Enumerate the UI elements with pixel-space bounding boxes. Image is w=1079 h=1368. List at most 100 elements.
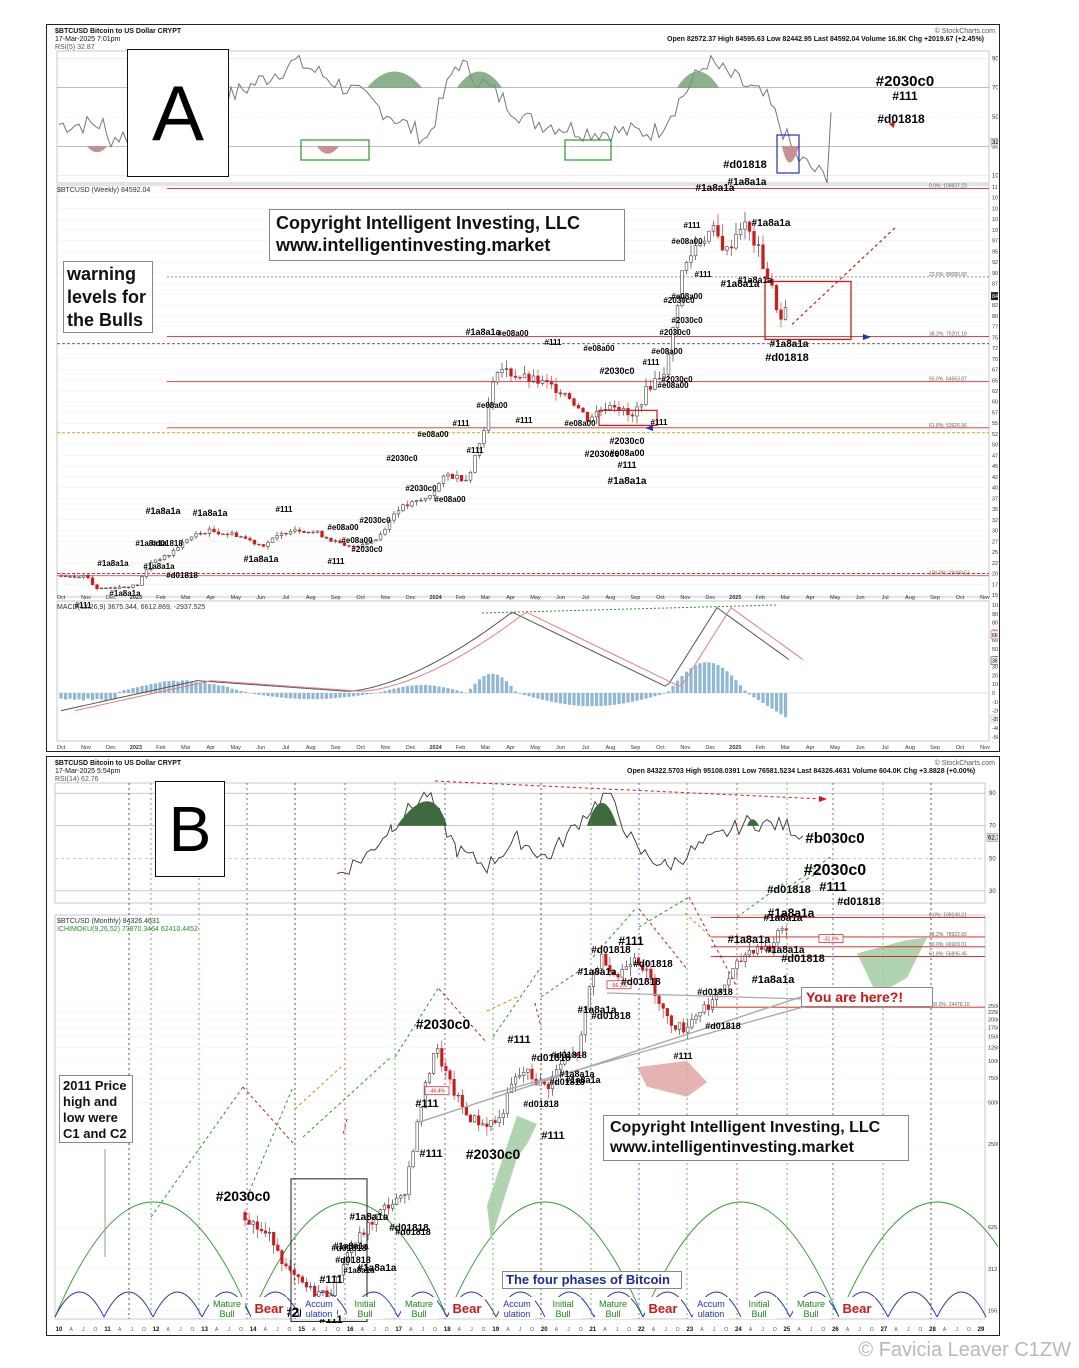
monthly-candle: [596, 968, 600, 973]
x-tick-label: 2025: [729, 595, 741, 601]
macd-histogram-bar: [729, 675, 734, 693]
monthly-candle: [341, 1264, 345, 1276]
candle: [783, 307, 788, 320]
price-tick-label: 45000: [992, 464, 998, 470]
wave-label: #111: [695, 270, 712, 279]
wave-label: #1a8a1a: [752, 218, 791, 229]
panel-b-copyright: Copyright Intelligent Investing, LLC www…: [603, 1115, 909, 1161]
macd-histogram-bar: [311, 693, 315, 700]
macd-histogram-bar: [446, 688, 450, 693]
monthly-candle: [620, 969, 624, 978]
rsi-b-divergence: [434, 780, 824, 800]
phase-bg: [251, 1297, 287, 1317]
x-tick-label: Jul: [282, 745, 289, 751]
ichimoku-cloud-red: [637, 1060, 707, 1097]
macd-histogram-bar: [513, 691, 518, 693]
blue-cycle-arc: [887, 1291, 938, 1318]
macd-divergence-line: [481, 604, 778, 614]
candle: [428, 495, 432, 499]
candle: [644, 386, 648, 405]
x-b-month-label: A: [652, 1327, 656, 1333]
macd-histogram-bar: [131, 687, 135, 693]
candle: [243, 536, 248, 539]
monthly-candle: [382, 1204, 386, 1210]
monthly-candle: [784, 928, 788, 931]
macd-histogram-bar: [590, 693, 594, 707]
candle: [450, 473, 455, 479]
macd-signal-line: [74, 606, 804, 712]
candle: [626, 408, 630, 416]
macd-histogram-bar: [693, 665, 698, 693]
wave-label: #e08a00: [609, 448, 644, 458]
macd-histogram-bar: [765, 693, 770, 706]
green-dotted-arrow: [302, 1056, 392, 1138]
x-b-month-label: J: [82, 1327, 85, 1333]
rsi-overbought-fill: [457, 71, 502, 88]
monthly-candle: [637, 957, 641, 965]
fib-b-label: 100.0%: 24478.10: [929, 1002, 970, 1008]
rsi-oversold-fill: [782, 146, 799, 163]
note-2011-line-4: C1 and C2: [63, 1126, 127, 1141]
note-2011-line-2: high and: [63, 1094, 118, 1109]
wave-label: #1a8a1a: [721, 279, 760, 290]
phase-label: Bull: [411, 1309, 426, 1319]
candle: [725, 246, 729, 251]
wave-label: #e08a00: [434, 495, 466, 504]
panel-a-weekly-chart: $BTCUSD Bitcoin to US Dollar CRYPT 17-Ma…: [46, 24, 1000, 752]
monthly-candle: [317, 1291, 321, 1297]
red-dotted-arrow: [438, 988, 488, 1044]
panel-b-symbol: $BTCUSD Bitcoin to US Dollar CRYPT: [55, 760, 182, 767]
rsi-b-tick-label: 50: [989, 856, 996, 862]
macd-histogram-bar: [113, 693, 117, 699]
x-tick-label: Aug: [905, 745, 915, 751]
x-b-month-label: A: [749, 1327, 753, 1333]
candle: [554, 383, 558, 394]
monthly-candle: [407, 1166, 411, 1195]
macd-histogram-bar: [684, 671, 689, 693]
price-b-tick-label: 312.50: [988, 1267, 998, 1273]
panel-a-copyright: Copyright Intelligent Investing, LLC www…: [269, 209, 625, 261]
macd-tick-label: -1000: [992, 700, 998, 706]
wave-b-label: #111: [419, 1148, 442, 1160]
candle: [707, 230, 711, 242]
monthly-candle: [399, 1195, 403, 1199]
candle: [347, 545, 351, 547]
candle: [684, 261, 689, 271]
phase-bg: [545, 1297, 581, 1319]
monthly-candle: [452, 1079, 456, 1096]
x-tick-label: Sep: [630, 745, 640, 751]
price-tick-label: 32500: [992, 518, 998, 524]
macd-histogram-bar: [725, 671, 729, 693]
macd-histogram-bar: [689, 668, 693, 693]
arrowhead: [819, 796, 827, 802]
rsi-b-line: [336, 791, 804, 875]
candle: [765, 268, 770, 280]
monthly-candle: [489, 1120, 493, 1127]
wave-label: #e08a00: [564, 419, 596, 428]
candle: [212, 528, 216, 533]
monthly-candle: [436, 1048, 440, 1054]
wave-label: #2030c0: [386, 454, 418, 463]
fib-label: 0.0%: 109637.23: [929, 184, 967, 190]
wave-b-label: #d01818: [551, 1050, 587, 1060]
candle: [558, 392, 563, 395]
candle: [464, 479, 468, 482]
wave-label: #111: [684, 221, 701, 230]
warning-line-1: warning: [67, 264, 137, 284]
phase-bg: [499, 1297, 535, 1319]
monthly-candle: [473, 1115, 477, 1123]
green-dotted-arrow: [150, 1086, 244, 1218]
x-tick-label: Dec: [705, 595, 715, 601]
candle: [387, 519, 392, 530]
price-tick-label: 60000: [992, 400, 998, 406]
candle: [302, 531, 306, 533]
x-b-month-label: O: [530, 1327, 534, 1333]
macd-histogram-bar: [770, 693, 774, 709]
monthly-candle: [641, 964, 645, 971]
candle: [306, 531, 311, 534]
monthly-candle: [292, 1269, 296, 1275]
x-tick-label: Mar: [181, 745, 191, 751]
macd-tag-text: 3675.344: [992, 659, 998, 665]
candle: [320, 530, 324, 538]
macd-histogram-bar: [666, 691, 671, 693]
